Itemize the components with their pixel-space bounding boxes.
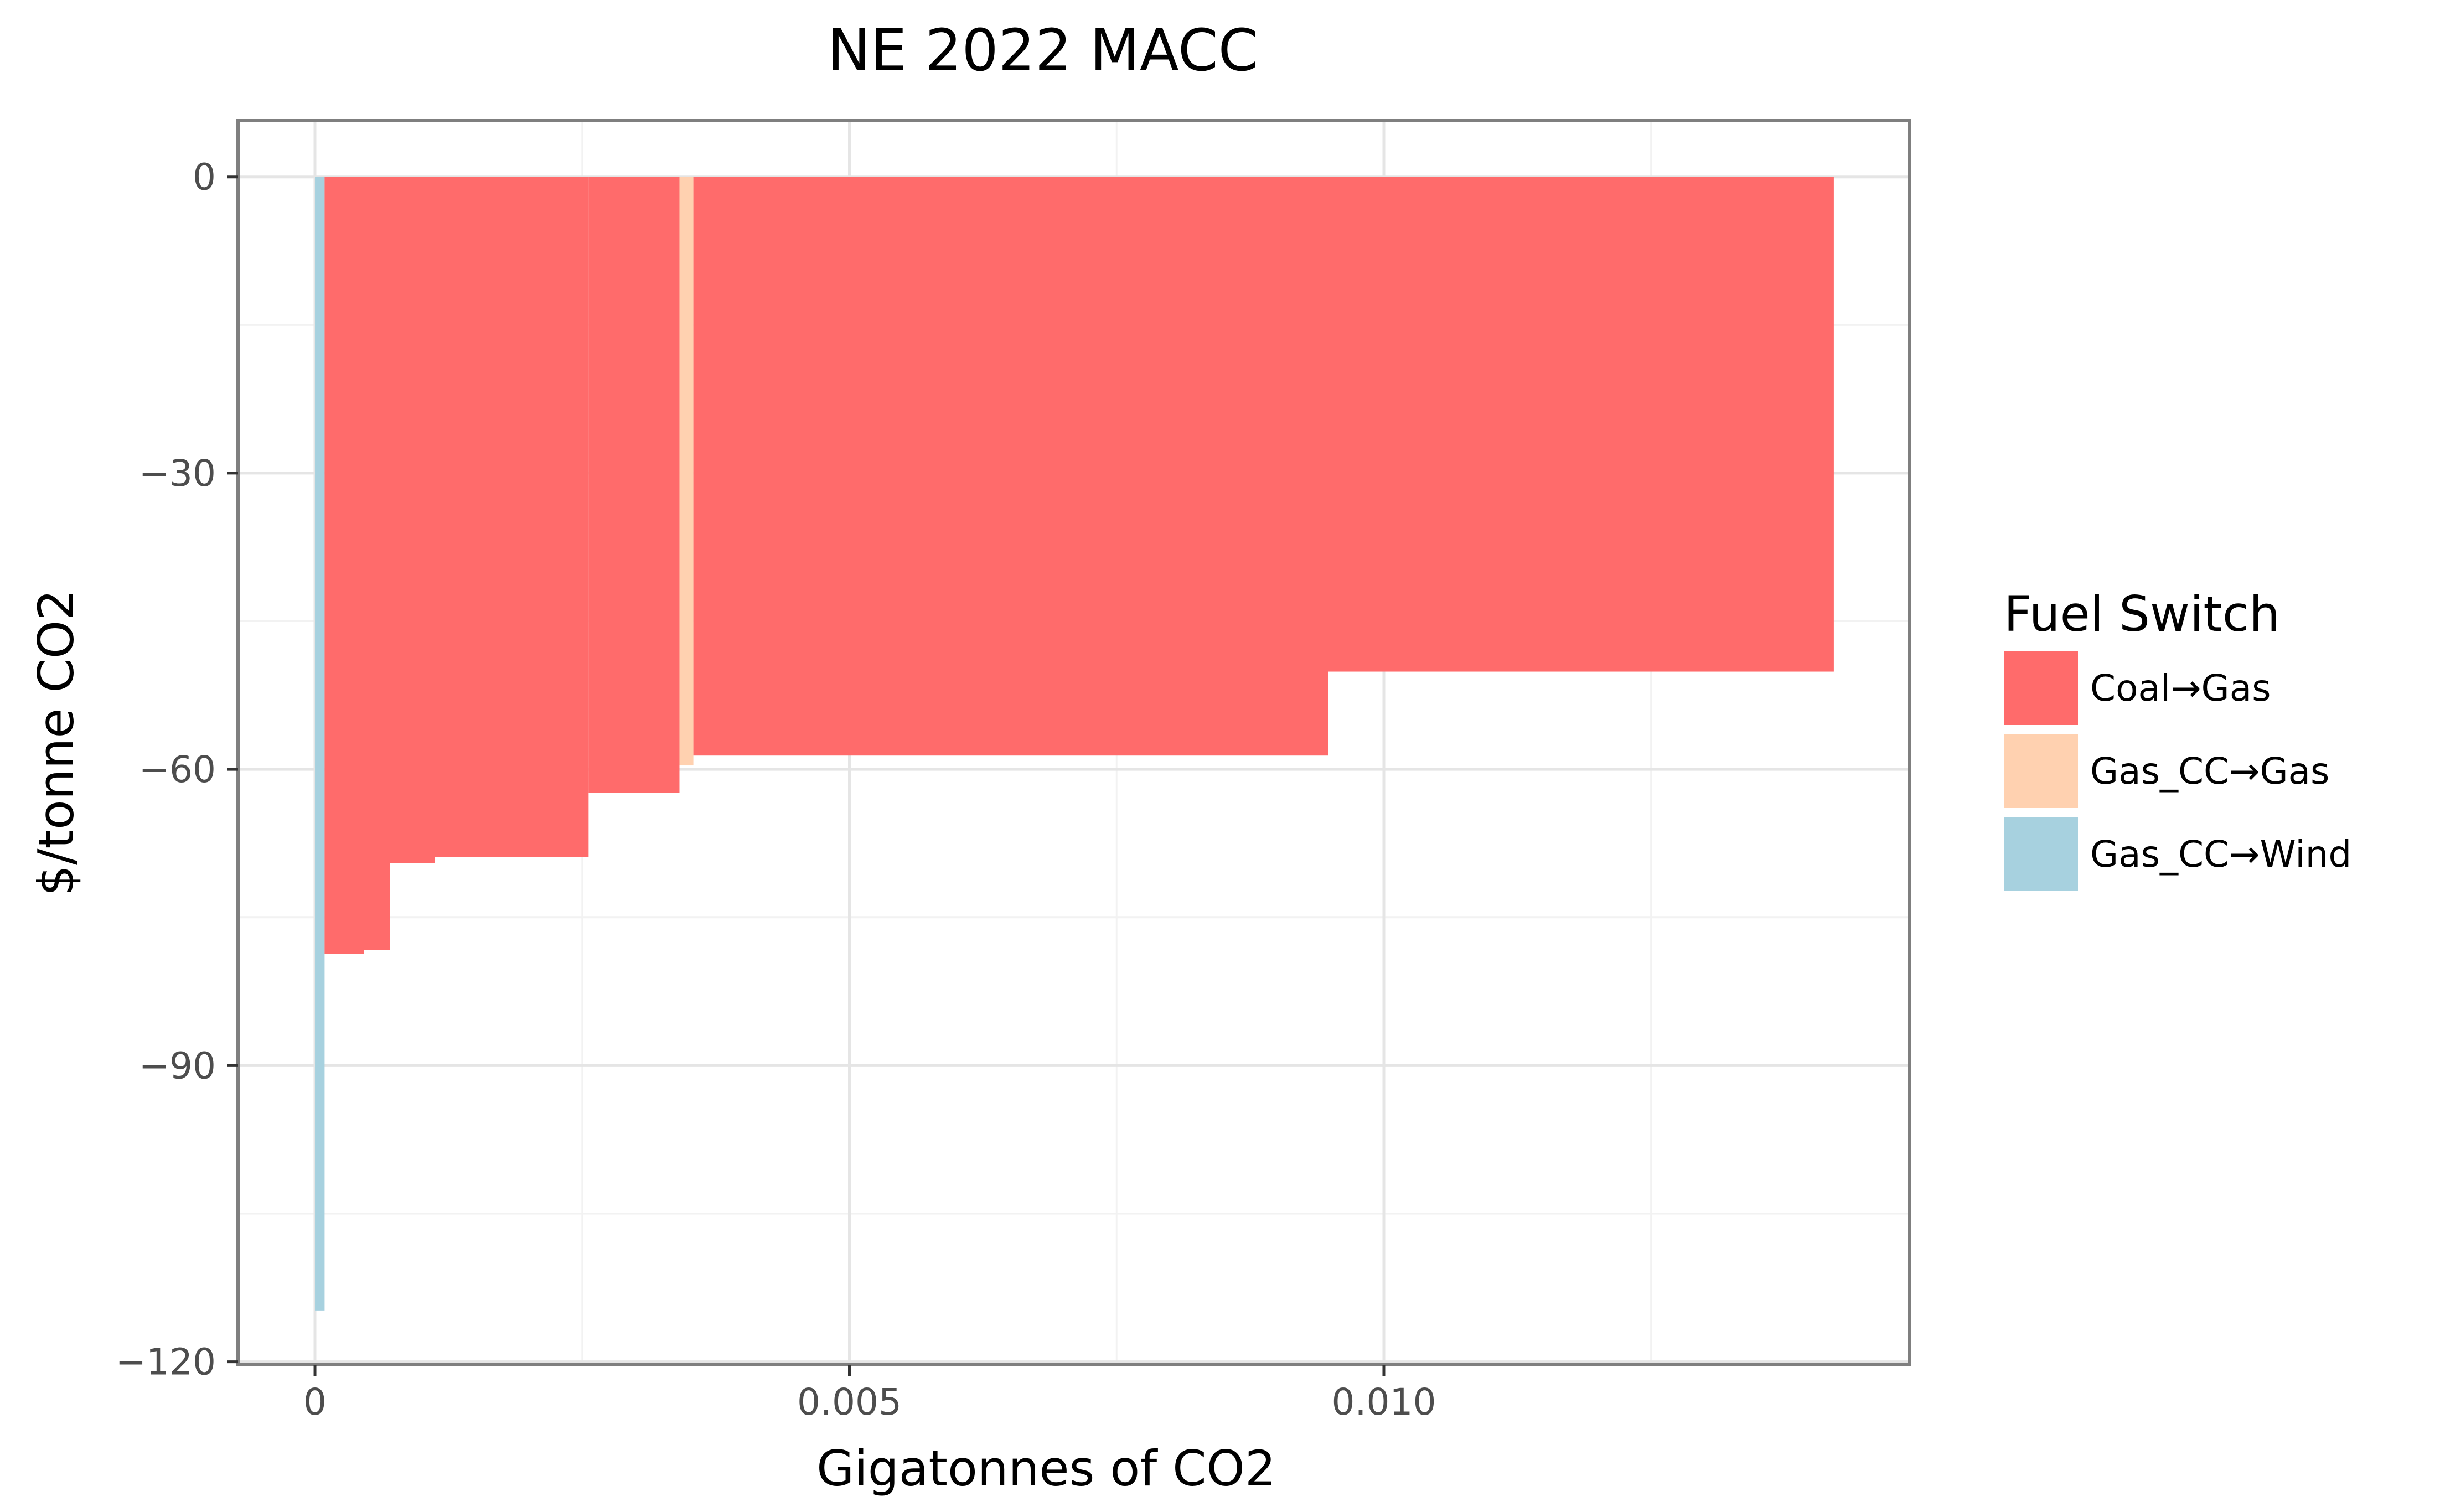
bar bbox=[390, 177, 435, 863]
x-tick-label: 0.005 bbox=[797, 1381, 902, 1423]
bar bbox=[693, 177, 1328, 756]
y-axis-ticks: 0 −30 −60 −90 −120 bbox=[116, 156, 238, 1384]
x-axis-ticks: 0 0.005 0.010 bbox=[303, 1365, 1436, 1423]
y-tick-label: −60 bbox=[139, 748, 216, 791]
legend-label: Coal→Gas bbox=[2090, 667, 2271, 710]
legend-label: Gas_CC→Gas bbox=[2090, 750, 2329, 793]
bars-layer bbox=[315, 177, 1834, 1311]
legend-label: Gas_CC→Wind bbox=[2090, 833, 2351, 876]
y-tick-label: −30 bbox=[139, 452, 216, 495]
bar bbox=[324, 177, 364, 954]
plot-border bbox=[236, 119, 1911, 1366]
legend-swatch bbox=[2004, 817, 2078, 891]
y-tick-label: −120 bbox=[116, 1341, 216, 1384]
x-axis-label: Gigatonnes of CO2 bbox=[816, 1440, 1276, 1497]
chart-title: NE 2022 MACC bbox=[828, 17, 1259, 84]
legend-title: Fuel Switch bbox=[2004, 586, 2280, 643]
legend: Fuel Switch Coal→Gas Gas_CC→Gas Gas_CC→Win… bbox=[2004, 586, 2351, 891]
legend-swatch bbox=[2004, 734, 2078, 808]
x-tick-label: 0 bbox=[303, 1381, 327, 1423]
bar bbox=[364, 177, 390, 950]
bar bbox=[588, 177, 680, 793]
y-tick-label: −90 bbox=[139, 1044, 216, 1087]
bar bbox=[315, 177, 325, 1311]
y-axis-label: $/tonne CO2 bbox=[28, 589, 85, 896]
x-tick-label: 0.010 bbox=[1331, 1381, 1436, 1423]
bar bbox=[1328, 177, 1834, 672]
bar bbox=[679, 177, 694, 766]
legend-items: Coal→Gas Gas_CC→Gas Gas_CC→Wind bbox=[2004, 651, 2351, 891]
legend-swatch bbox=[2004, 651, 2078, 725]
bar bbox=[435, 177, 589, 857]
y-tick-label: 0 bbox=[193, 156, 216, 199]
